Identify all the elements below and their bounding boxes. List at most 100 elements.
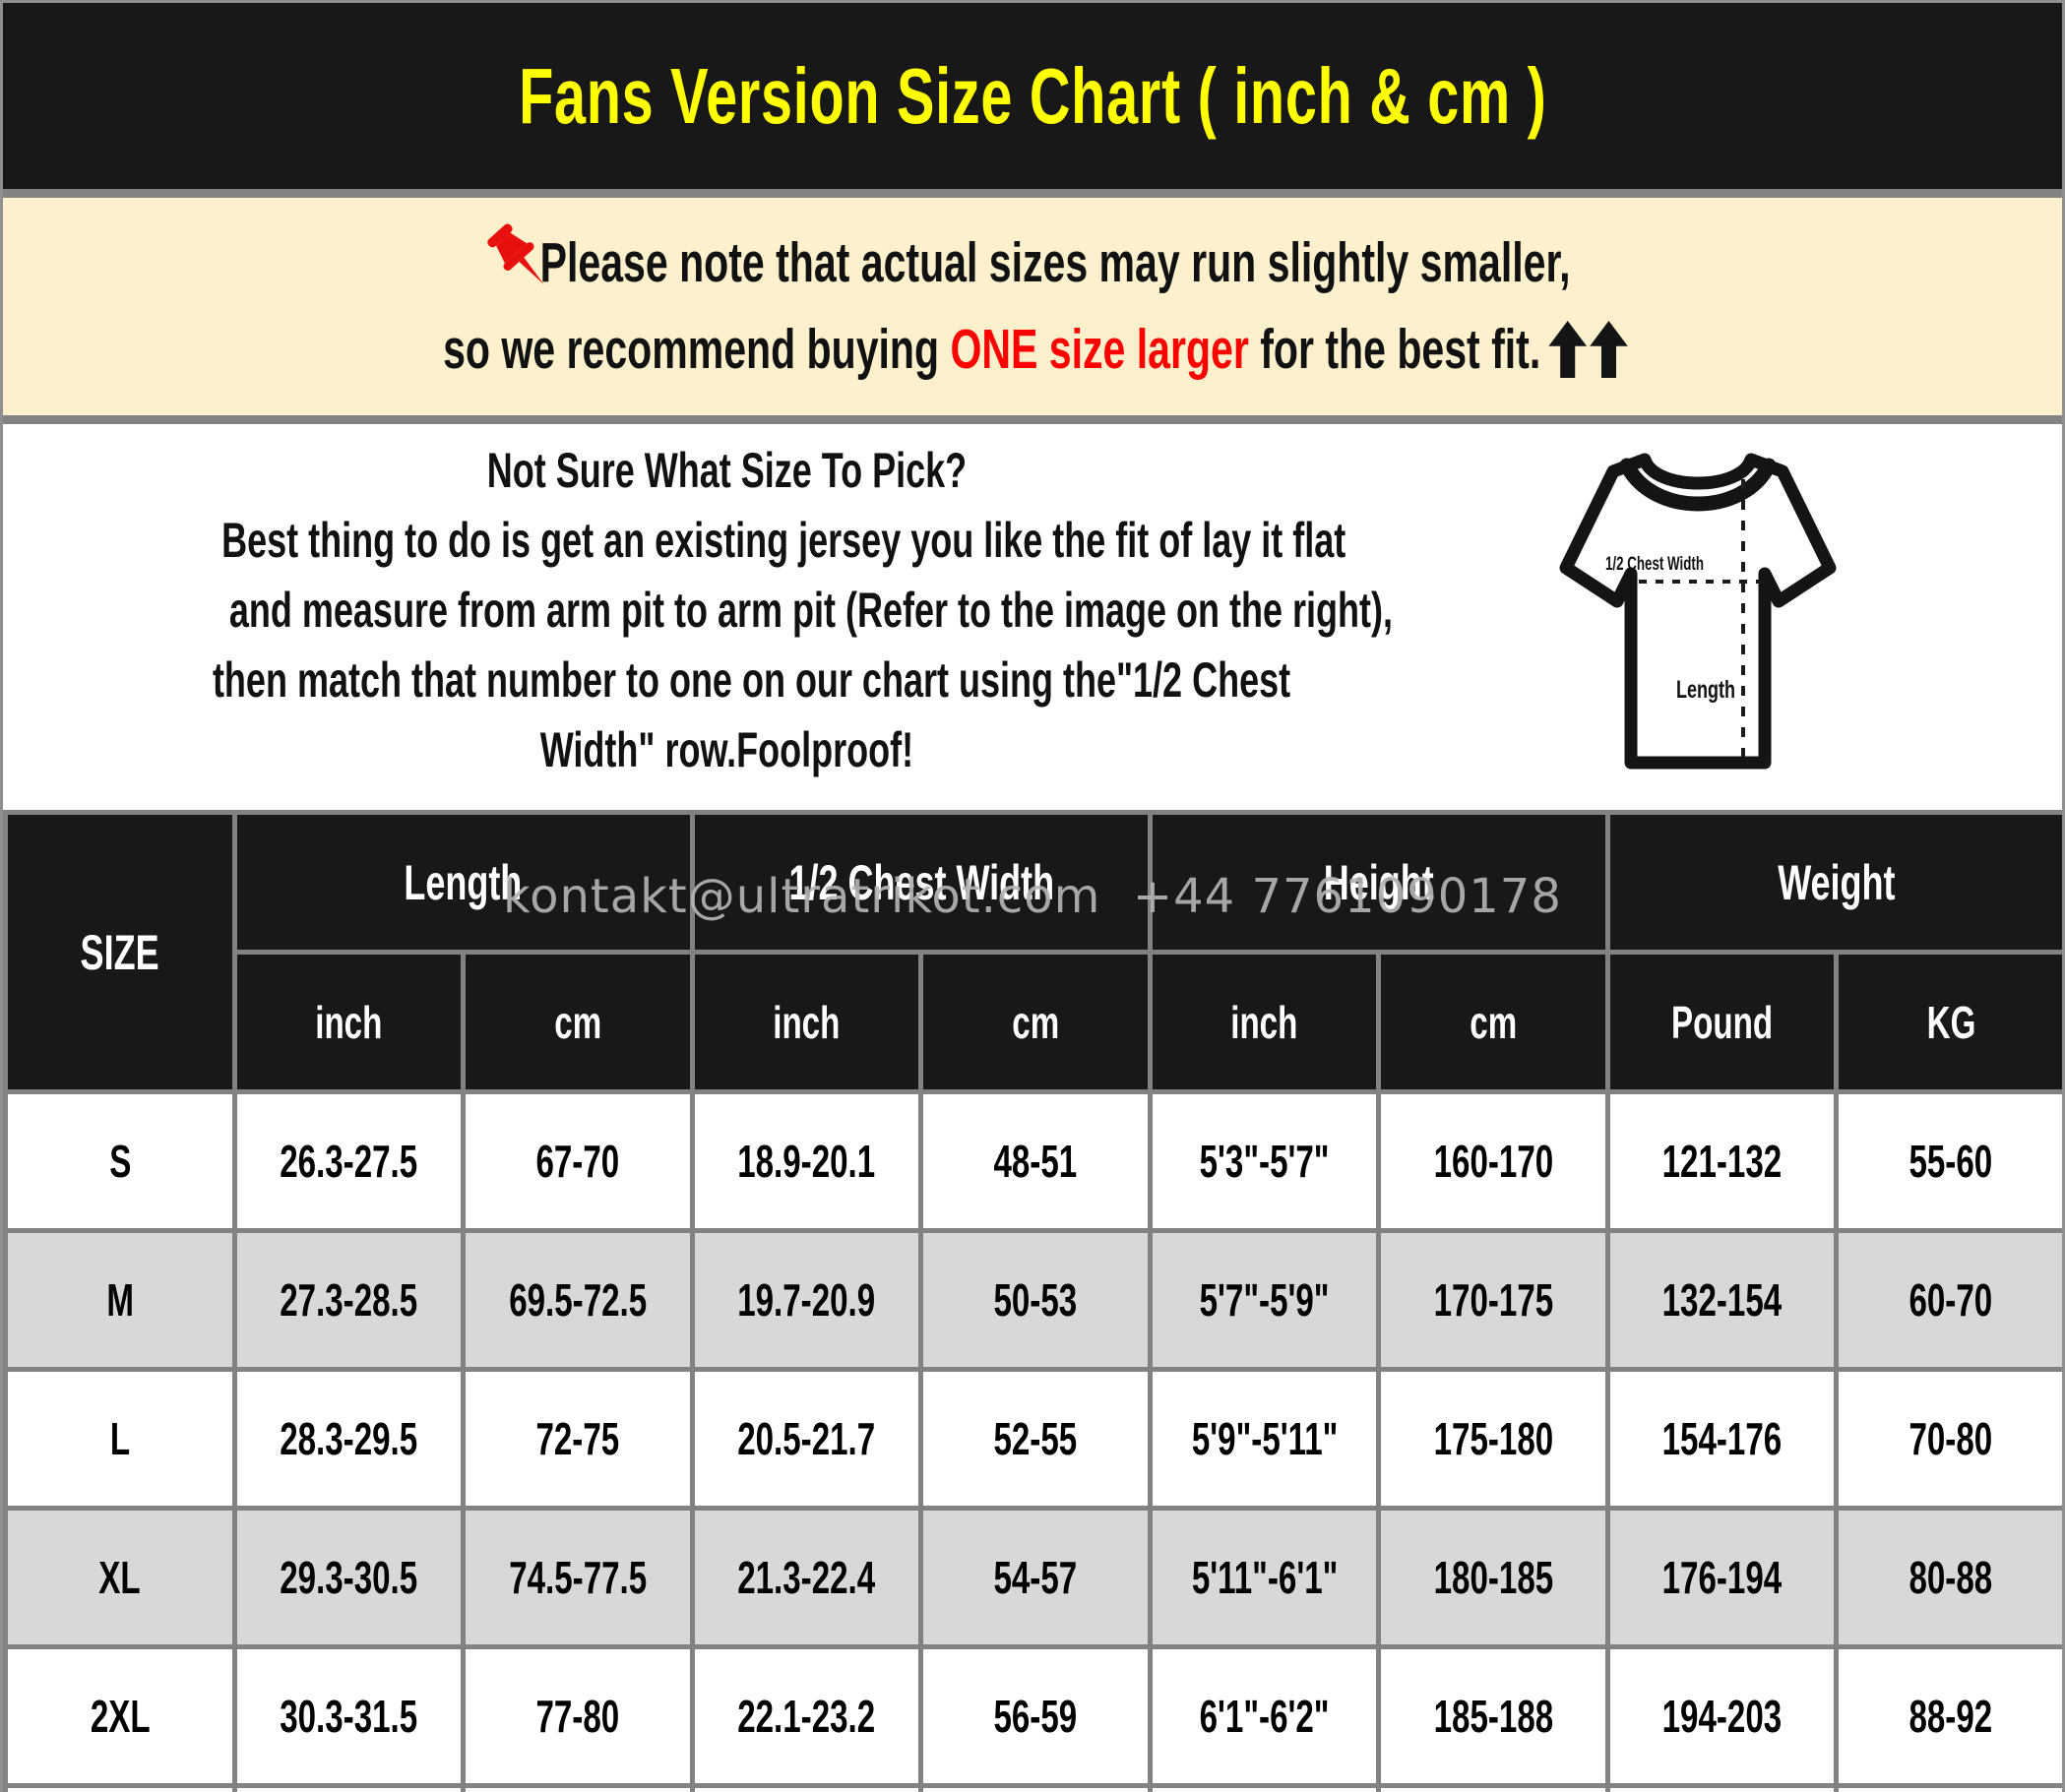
measuring-guide: Not Sure What Size To Pick? Best thing t… <box>3 424 2062 810</box>
table-cell: 154-176 <box>1604 1367 1840 1511</box>
note-line2-suffix: for the best fit. <box>1248 318 1540 381</box>
guide-line: then match that number to one on our cha… <box>212 652 1291 708</box>
size-cell: L <box>3 1367 237 1511</box>
col-group-length: Length <box>231 810 695 955</box>
table-cell: 74.5-77.5 <box>461 1506 695 1649</box>
size-table-section: SIZE Length 1/2 Chest Width Height Weigh… <box>3 810 2062 1792</box>
table-cell: 48-51 <box>918 1089 1153 1233</box>
size-table: SIZE Length 1/2 Chest Width Height Weigh… <box>3 810 2062 1792</box>
table-cell: 88-92 <box>1834 1644 2062 1788</box>
table-cell: 6'1"-6'2" <box>1147 1644 1382 1788</box>
table-cell <box>1604 1783 1840 1792</box>
table-cell: 26.3-27.5 <box>231 1089 467 1233</box>
tshirt-collar <box>1619 458 1777 512</box>
col-group-weight: Weight <box>1604 810 2062 955</box>
table-row-xl: XL 29.3-30.5 74.5-77.5 21.3-22.4 54-57 5… <box>3 1506 2062 1649</box>
col-header-height-cm: cm <box>1376 950 1610 1094</box>
tshirt-diagram: 1/2 Chest Width Length <box>1559 453 1837 770</box>
col-group-chest-width: 1/2 Chest Width <box>689 810 1153 955</box>
up-arrow-icon <box>1547 321 1587 378</box>
table-cell <box>1834 1783 2062 1792</box>
table-cell: 30.3-31.5 <box>231 1644 467 1788</box>
table-cell: 170-175 <box>1376 1228 1610 1372</box>
col-header-chest-cm: cm <box>918 950 1153 1094</box>
col-header-weight-pound: Pound <box>1604 950 1840 1094</box>
col-header-length-inch: inch <box>231 950 467 1094</box>
col-header-length-cm: cm <box>461 950 695 1094</box>
table-cell: 70-80 <box>1834 1367 2062 1511</box>
table-row-l: L 28.3-29.5 72-75 20.5-21.7 52-55 5'9"-5… <box>3 1367 2062 1511</box>
section-divider <box>3 415 2062 424</box>
table-cell: 19.7-20.9 <box>689 1228 924 1372</box>
table-row-m: M 27.3-28.5 69.5-72.5 19.7-20.9 50-53 5'… <box>3 1228 2062 1372</box>
table-cell: 22.1-23.2 <box>689 1644 924 1788</box>
table-cell <box>1147 1783 1382 1792</box>
table-row-clipped <box>3 1783 2062 1792</box>
up-arrow-icon <box>1589 321 1628 378</box>
table-cell <box>918 1783 1153 1792</box>
table-cell: 69.5-72.5 <box>461 1228 695 1372</box>
table-cell: 28.3-29.5 <box>231 1367 467 1511</box>
guide-line: Best thing to do is get an existing jers… <box>221 513 1346 568</box>
length-label: Length <box>1676 676 1735 704</box>
col-header-weight-kg: KG <box>1834 950 2062 1094</box>
col-group-height: Height <box>1147 810 1610 955</box>
table-unit-header-row: inch cm inch cm inch cm Pound KG <box>6 950 2062 1094</box>
note-banner: Please note that actual sizes may run sl… <box>3 198 2062 415</box>
table-row-s: S 26.3-27.5 67-70 18.9-20.1 48-51 5'3"-5… <box>3 1089 2062 1233</box>
table-cell: 54-57 <box>918 1506 1153 1649</box>
table-row-2xl: 2XL 30.3-31.5 77-80 22.1-23.2 56-59 6'1"… <box>3 1644 2062 1788</box>
col-header-size: SIZE <box>3 810 237 1094</box>
col-header-height-inch: inch <box>1147 950 1382 1094</box>
table-cell: 18.9-20.1 <box>689 1089 924 1233</box>
table-cell: 21.3-22.4 <box>689 1506 924 1649</box>
section-divider <box>3 189 2062 198</box>
table-group-header-row: SIZE Length 1/2 Chest Width Height Weigh… <box>3 810 2062 1094</box>
note-line-1: Please note that actual sizes may run sl… <box>3 219 2062 306</box>
note-line-2: so we recommend buying ONE size larger f… <box>3 306 2062 393</box>
table-cell: 55-60 <box>1834 1089 2062 1233</box>
table-cell: 60-70 <box>1834 1228 2062 1372</box>
table-cell: 185-188 <box>1376 1644 1610 1788</box>
table-cell: 160-170 <box>1376 1089 1610 1233</box>
table-cell <box>689 1783 924 1792</box>
table-cell: 67-70 <box>461 1089 695 1233</box>
table-cell <box>461 1783 695 1792</box>
table-cell: 194-203 <box>1604 1644 1840 1788</box>
table-cell <box>231 1783 467 1792</box>
guide-line: and measure from arm pit to arm pit (Ref… <box>228 583 1394 638</box>
size-cell <box>3 1783 237 1792</box>
table-cell: 20.5-21.7 <box>689 1367 924 1511</box>
chest-width-label: 1/2 Chest Width <box>1605 554 1704 575</box>
size-cell: M <box>3 1228 237 1372</box>
table-cell: 80-88 <box>1834 1506 2062 1649</box>
guide-line: Width" row.Foolproof! <box>539 722 913 777</box>
table-cell: 132-154 <box>1604 1228 1840 1372</box>
table-cell: 5'11"-6'1" <box>1147 1506 1382 1649</box>
table-cell: 175-180 <box>1376 1367 1610 1511</box>
page-title: Fans Version Size Chart ( inch & cm ) <box>518 51 1547 140</box>
table-cell: 180-185 <box>1376 1506 1610 1649</box>
table-cell: 52-55 <box>918 1367 1153 1511</box>
table-cell: 121-132 <box>1604 1089 1840 1233</box>
guide-text: Not Sure What Size To Pick? Best thing t… <box>3 436 1450 785</box>
size-cell: XL <box>3 1506 237 1649</box>
table-cell: 5'9"-5'11" <box>1147 1367 1382 1511</box>
table-cell: 50-53 <box>918 1228 1153 1372</box>
table-cell: 77-80 <box>461 1644 695 1788</box>
title-bar: Fans Version Size Chart ( inch & cm ) <box>3 3 2062 189</box>
guide-heading: Not Sure What Size To Pick? <box>486 443 967 498</box>
table-cell: 56-59 <box>918 1644 1153 1788</box>
table-cell <box>1376 1783 1610 1792</box>
note-line2-prefix: so we recommend buying <box>442 318 951 381</box>
col-header-chest-inch: inch <box>689 950 924 1094</box>
note-line1-text: Please note that actual sizes may run sl… <box>539 231 1571 294</box>
table-cell: 5'3"-5'7" <box>1147 1089 1382 1233</box>
tshirt-outline <box>1559 453 1837 770</box>
table-cell: 29.3-30.5 <box>231 1506 467 1649</box>
size-cell: 2XL <box>3 1644 237 1788</box>
size-cell: S <box>3 1089 237 1233</box>
table-cell: 5'7"-5'9" <box>1147 1228 1382 1372</box>
note-line2-highlight: ONE size larger <box>950 318 1249 381</box>
